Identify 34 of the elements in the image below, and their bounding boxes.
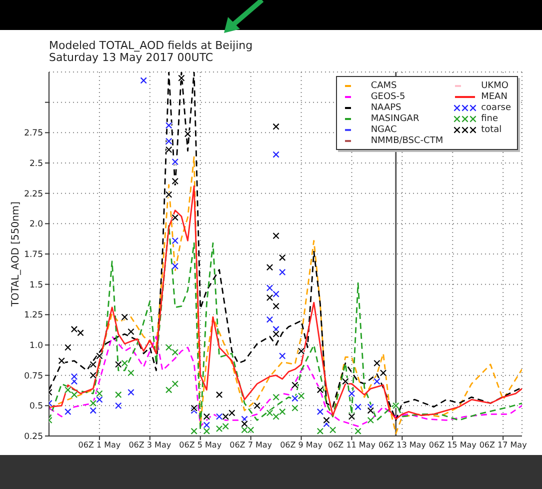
x-tick-label: 06Z 1 May bbox=[78, 440, 121, 450]
x-tick-label: 06Z 7 May bbox=[230, 440, 272, 450]
legend-label: UKMO bbox=[481, 80, 508, 90]
y-tick-label: 2.5 bbox=[29, 159, 43, 170]
legend-label: NMMB/BSC-CTM bbox=[370, 136, 444, 146]
x-tick-label: 06Z 15 May bbox=[428, 440, 477, 450]
y-tick-label: 0.5 bbox=[29, 402, 43, 412]
y-tick-label: 0.25 bbox=[24, 432, 43, 442]
x-tick-label: 06Z 5 May bbox=[179, 440, 222, 450]
legend-label: GEOS-5 bbox=[370, 92, 406, 102]
y-tick-label: 1.5 bbox=[29, 280, 43, 290]
x-tick-label: 06Z 3 May bbox=[128, 440, 172, 450]
legend-label: total bbox=[481, 124, 502, 134]
y-tick-label: 1.75 bbox=[24, 250, 43, 260]
chart-title: Modeled TOTAL_AOD fields at Beijing bbox=[49, 39, 253, 52]
y-tick-label: 1.25 bbox=[24, 310, 43, 321]
y-tick-label: 1.0 bbox=[29, 341, 43, 352]
x-tick-label: 06Z 9 May bbox=[280, 440, 323, 450]
y-tick-label: 0.75 bbox=[24, 371, 43, 382]
legend-label: NAAPS bbox=[370, 102, 402, 112]
y-tick-label: 2.25 bbox=[24, 189, 43, 200]
legend-label: MEAN bbox=[481, 92, 508, 102]
legend-label: MASINGAR bbox=[370, 114, 420, 124]
x-tick-label: 06Z 13 May bbox=[378, 440, 426, 450]
legend-label: NGAC bbox=[370, 124, 397, 134]
legend-label: fine bbox=[481, 114, 498, 124]
y-tick-label: 2.75 bbox=[24, 128, 43, 139]
legend-label: CAMS bbox=[370, 80, 397, 90]
chart-subtitle: Saturday 13 May 2017 00UTC bbox=[49, 51, 214, 64]
x-tick-label: 06Z 11 May bbox=[328, 440, 376, 450]
y-axis-title: TOTAL_AOD [550nm] bbox=[10, 201, 22, 307]
legend-label: coarse bbox=[481, 102, 511, 112]
y-tick-label: 2.0 bbox=[29, 220, 43, 230]
x-tick-label: 06Z 17 May bbox=[479, 440, 528, 450]
